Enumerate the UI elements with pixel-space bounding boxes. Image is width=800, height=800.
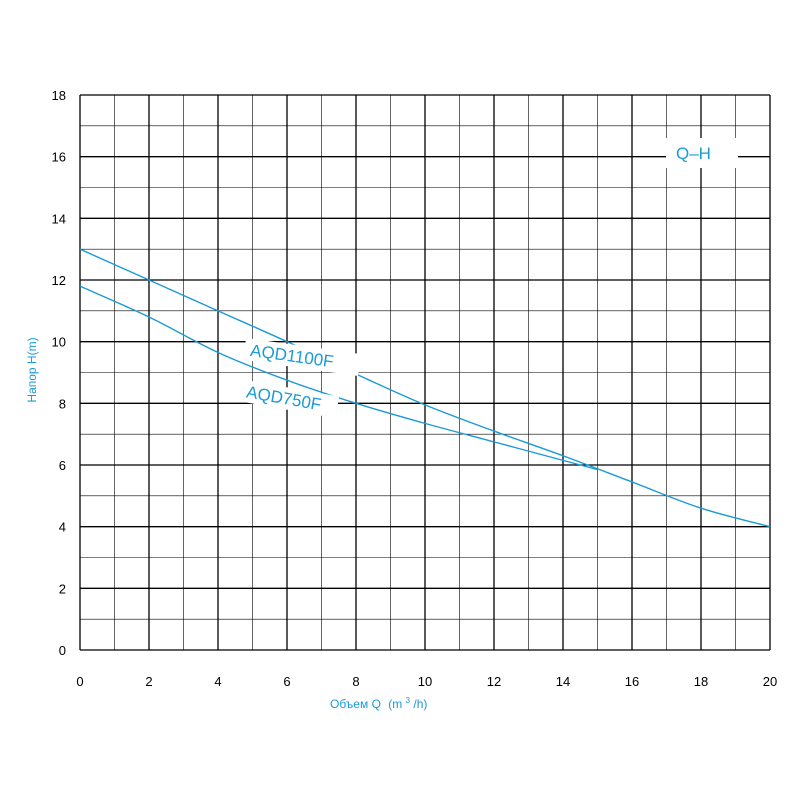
chart-tag-background	[666, 138, 738, 168]
y-tick-label: 8	[59, 396, 66, 411]
x-axis-title-unit-close: /h)	[413, 697, 427, 711]
series-label-background-aqd750f	[240, 379, 340, 419]
series-line-aqd750f	[79, 285, 598, 471]
x-tick-labels: 0 2 4 6 8 10 12 14 16 18 20	[76, 674, 777, 689]
chart-tag: Q–H	[676, 144, 711, 163]
x-tick-label: 18	[694, 674, 708, 689]
y-tick-label: 0	[59, 643, 66, 658]
y-tick-label: 6	[59, 458, 66, 473]
series-curves	[79, 248, 771, 528]
x-tick-label: 4	[214, 674, 221, 689]
x-tick-label: 0	[76, 674, 83, 689]
y-tick-label: 14	[52, 211, 66, 226]
x-axis-title: Объем Q (m 3 /h)	[330, 692, 427, 711]
x-axis-title-unit-open: (m	[388, 697, 402, 711]
series-line-aqd1100f	[79, 248, 771, 528]
x-tick-label: 8	[352, 674, 359, 689]
y-tick-label: 18	[52, 88, 66, 103]
x-tick-label: 14	[556, 674, 570, 689]
y-axis-title: Напор H(m)	[25, 337, 39, 402]
y-tick-label: 12	[52, 273, 66, 288]
x-tick-label: 2	[145, 674, 152, 689]
x-tick-label: 10	[418, 674, 432, 689]
series-label-background-aqd1100f	[243, 338, 361, 376]
x-tick-label: 20	[763, 674, 777, 689]
y-tick-label: 2	[59, 581, 66, 596]
y-tick-label: 16	[52, 150, 66, 165]
major-gridlines	[79, 94, 771, 651]
y-tick-label: 4	[59, 520, 66, 535]
x-tick-label: 16	[625, 674, 639, 689]
x-tick-label: 12	[487, 674, 501, 689]
x-tick-label: 6	[283, 674, 290, 689]
y-tick-labels: 0 2 4 6 8 10 12 14 16 18	[52, 88, 66, 658]
chart-tag-box: Q–H	[666, 138, 738, 168]
x-axis-title-main: Объем Q	[330, 697, 381, 711]
y-tick-label: 10	[52, 335, 66, 350]
x-axis-title-unit-sup: 3	[406, 696, 411, 705]
